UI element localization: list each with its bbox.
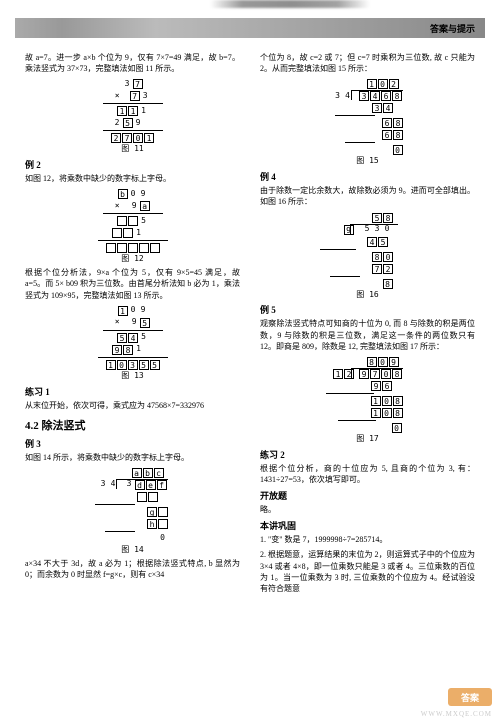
fig-label: 图 17 xyxy=(260,435,475,444)
para: 2. 根据题意，运算结果的末位为 2，则运算式子中的个位应为 3×4 或者 4×… xyxy=(260,549,475,594)
heading-open: 开放题 xyxy=(260,489,475,502)
heading-ex5: 例 5 xyxy=(260,303,475,316)
answer-stamp: 答案 xyxy=(448,688,492,706)
left-column: 故 a=7。进一步 a×b 个位为 9，仅有 7×7=49 满足，故 b=7。乘… xyxy=(25,52,240,598)
figure-16: 58 9530 45 80 72 8 图 16 xyxy=(260,212,475,300)
figure-12: b09 × 9a 5 1 图 12 xyxy=(25,188,240,264)
para: 从末位开始，依次可得，乘式应为 47568×7=332976 xyxy=(25,400,240,411)
stamp-text: 答案 xyxy=(461,691,479,704)
para: 如图 14 所示，将乘数中缺少的数字标上字母。 xyxy=(25,452,240,463)
para: 由于除数一定比余数大，故除数必须为 9。进而可全部填出。如图 16 所示： xyxy=(260,185,475,207)
para: 故 a=7。进一步 a×b 个位为 9，仅有 7×7=49 满足，故 b=7。乘… xyxy=(25,52,240,74)
para: 略。 xyxy=(260,504,475,515)
heading-consolidate: 本讲巩固 xyxy=(260,519,475,532)
para: a×34 不大于 3d，故 a 必为 1；根据除法竖式特点, b 显然为 0；而… xyxy=(25,558,240,580)
figure-14: abc 343def g h 0 图 14 xyxy=(25,467,240,555)
para: 个位为 8，故 c=2 或 7；但 c=7 时乘积为三位数, 故 c 只能为 2… xyxy=(260,52,475,74)
fig-label: 图 12 xyxy=(25,255,240,264)
heading-prac2: 练习 2 xyxy=(260,448,475,461)
right-column: 个位为 8，故 c=2 或 7；但 c=7 时乘积为三位数, 故 c 只能为 2… xyxy=(260,52,475,598)
header-bar: 答案与提示 xyxy=(15,18,485,38)
figure-13: 109 × 95 545 981 10355 图 13 xyxy=(25,305,240,381)
heading-ex3: 例 3 xyxy=(25,437,240,450)
fig-label: 图 11 xyxy=(25,145,240,154)
heading-ex4: 例 4 xyxy=(260,170,475,183)
content: 故 a=7。进一步 a×b 个位为 9，仅有 7×7=49 满足，故 b=7。乘… xyxy=(25,52,475,598)
section-heading: 4.2 除法竖式 xyxy=(25,417,240,433)
heading-ex2: 例 2 xyxy=(25,158,240,171)
fig-label: 图 14 xyxy=(25,546,240,555)
para: 观察除法竖式特点可知商的十位为 0, 而 8 与除数的积是两位数，9 与除数的积… xyxy=(260,318,475,352)
para: 根据个位分析法，9×a 个位为 5，仅有 9×5=45 满足，故 a=5。而 5… xyxy=(25,267,240,301)
fig-label: 图 15 xyxy=(260,157,475,166)
figure-15: 102 343468 34 68 68 0 图 15 xyxy=(260,78,475,166)
figure-17: 809 129708 96 108 108 0 图 17 xyxy=(260,356,475,444)
para: 1. "变" 数是 7，1999998÷7=285714。 xyxy=(260,534,475,545)
watermark: WWW.MXQE.COM xyxy=(421,710,492,718)
fig-label: 图 16 xyxy=(260,291,475,300)
figure-11: 37 × 73 111 259 2701 图 11 xyxy=(25,78,240,154)
header-title: 答案与提示 xyxy=(430,22,475,35)
para: 根据个位分析，商的十位应为 5, 且商的个位为 3, 有：1431÷27=53，… xyxy=(260,463,475,485)
fig-label: 图 13 xyxy=(25,372,240,381)
para: 如图 12，将乘数中缺少的数字标上字母。 xyxy=(25,173,240,184)
heading-prac1: 练习 1 xyxy=(25,385,240,398)
top-smudge xyxy=(210,0,370,8)
